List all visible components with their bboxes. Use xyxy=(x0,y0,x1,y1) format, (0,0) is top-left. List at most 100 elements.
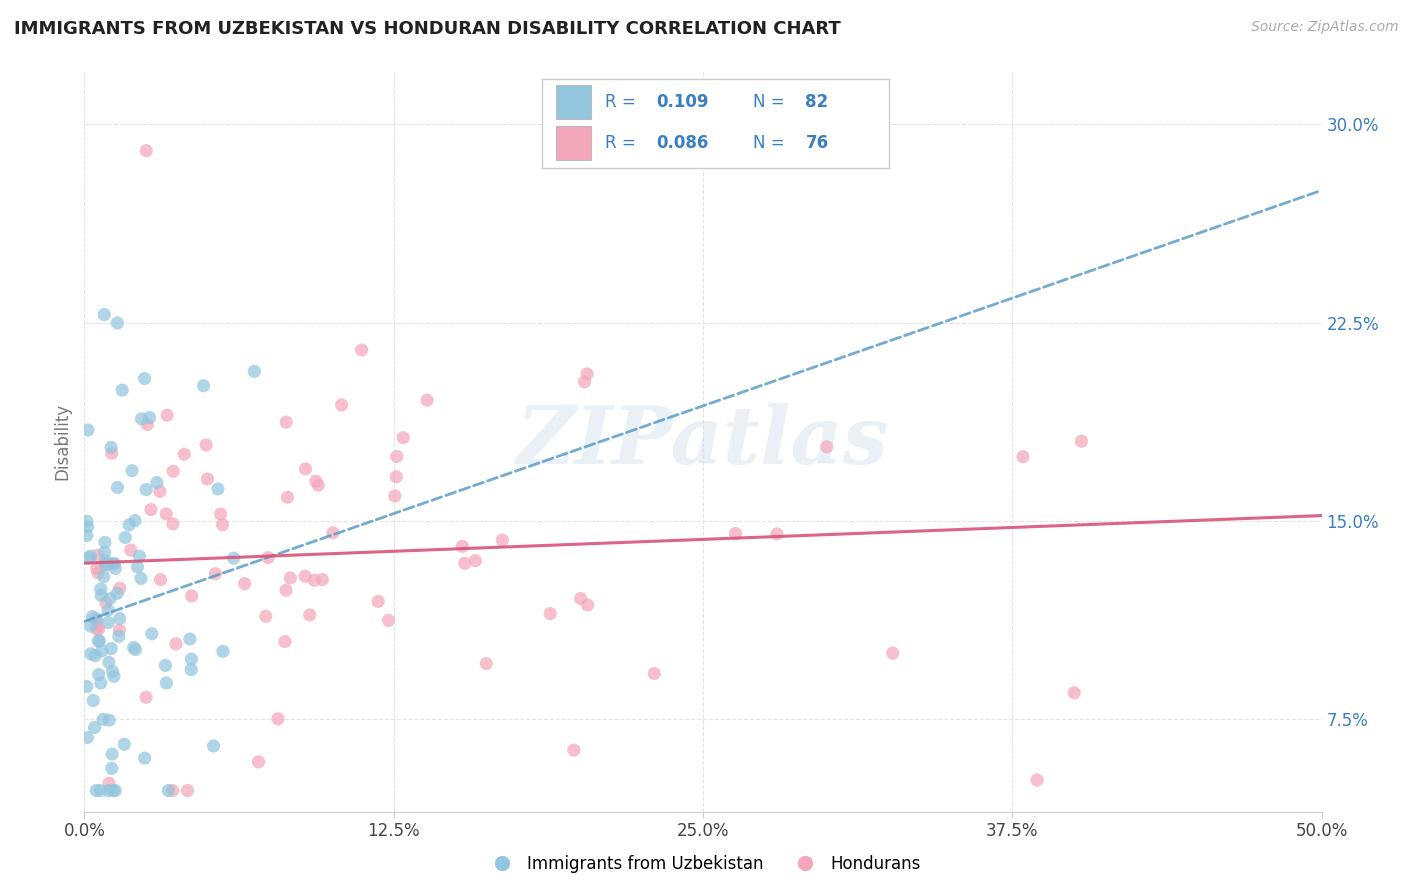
Point xyxy=(93,308,115,322)
Point xyxy=(247,755,270,769)
Point xyxy=(97,783,120,797)
Point xyxy=(149,573,172,587)
Point xyxy=(107,629,129,643)
Point xyxy=(105,586,128,600)
Point xyxy=(267,712,290,726)
Point xyxy=(90,644,112,658)
Point xyxy=(274,634,297,648)
Point xyxy=(104,783,127,797)
Point xyxy=(538,607,561,621)
Point xyxy=(80,619,103,633)
Point xyxy=(464,554,486,568)
Point xyxy=(562,743,585,757)
Point xyxy=(180,652,202,666)
Point xyxy=(124,642,146,657)
Point xyxy=(100,641,122,656)
Point xyxy=(276,490,298,504)
Point xyxy=(294,569,316,583)
Point xyxy=(76,514,98,528)
Point xyxy=(233,576,256,591)
Point xyxy=(257,550,280,565)
Point xyxy=(882,646,904,660)
Point xyxy=(90,582,112,596)
Point xyxy=(101,665,124,679)
Text: ZIPatlas: ZIPatlas xyxy=(517,403,889,480)
Point xyxy=(322,525,344,540)
Point xyxy=(195,438,218,452)
Point xyxy=(162,464,184,478)
Point xyxy=(108,612,131,626)
Point xyxy=(451,540,474,554)
Point xyxy=(79,549,101,564)
Point xyxy=(212,644,235,658)
Point xyxy=(724,526,747,541)
Point xyxy=(86,549,108,563)
Point xyxy=(131,412,153,426)
Point xyxy=(76,680,98,694)
Point xyxy=(155,676,177,690)
Point xyxy=(385,470,408,484)
Point xyxy=(121,464,143,478)
Point xyxy=(330,398,353,412)
Point xyxy=(165,637,187,651)
Point xyxy=(86,614,108,628)
Point xyxy=(89,634,111,648)
Point xyxy=(97,615,120,630)
Point xyxy=(193,378,215,392)
Point xyxy=(162,783,184,797)
Point xyxy=(103,557,125,571)
Point xyxy=(129,571,152,585)
Point xyxy=(204,566,226,581)
Point xyxy=(202,739,225,753)
Point xyxy=(98,713,121,727)
Point xyxy=(89,783,111,797)
Point xyxy=(93,569,115,583)
Point xyxy=(76,731,98,745)
Point xyxy=(209,507,232,521)
Point xyxy=(454,557,477,571)
Point xyxy=(491,533,513,547)
Text: IMMIGRANTS FROM UZBEKISTAN VS HONDURAN DISABILITY CORRELATION CHART: IMMIGRANTS FROM UZBEKISTAN VS HONDURAN D… xyxy=(14,20,841,37)
Point xyxy=(280,571,302,585)
Point xyxy=(1012,450,1035,464)
Point xyxy=(84,648,107,663)
Point xyxy=(298,607,321,622)
Point xyxy=(254,609,277,624)
Point xyxy=(90,589,112,603)
Point xyxy=(207,482,229,496)
Point xyxy=(305,474,328,488)
Point xyxy=(173,447,195,461)
Point xyxy=(643,666,665,681)
Point xyxy=(94,535,117,549)
Point xyxy=(82,609,104,624)
Point xyxy=(97,603,120,617)
Point xyxy=(87,667,110,681)
Point xyxy=(416,393,439,408)
Point xyxy=(111,383,134,397)
Point xyxy=(197,472,219,486)
Point xyxy=(149,484,172,499)
Point xyxy=(103,669,125,683)
Point xyxy=(1070,434,1092,449)
Point xyxy=(127,559,149,574)
Point xyxy=(136,417,159,432)
Y-axis label: Disability: Disability xyxy=(53,403,72,480)
Point xyxy=(87,566,110,580)
Point xyxy=(367,594,389,608)
Point xyxy=(311,573,333,587)
Point xyxy=(108,581,131,595)
Point xyxy=(294,462,316,476)
Point xyxy=(1026,772,1049,787)
Point xyxy=(222,551,245,566)
Point xyxy=(162,516,184,531)
Point xyxy=(179,632,201,646)
Point xyxy=(100,446,122,460)
Point xyxy=(766,527,789,541)
Point xyxy=(155,658,177,673)
Point xyxy=(86,622,108,636)
Point xyxy=(274,583,297,598)
Point xyxy=(155,507,177,521)
Point xyxy=(569,591,592,606)
Point xyxy=(1063,686,1085,700)
Point xyxy=(107,480,129,494)
